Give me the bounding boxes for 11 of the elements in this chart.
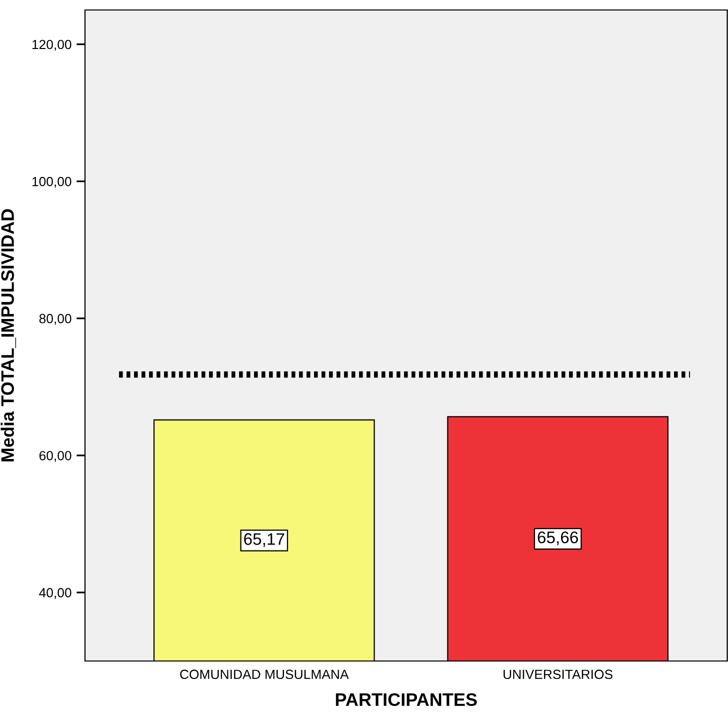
x-axis-title: PARTICIPANTES — [336, 693, 477, 706]
y-tick-label: 60,00 — [39, 450, 72, 462]
x-tick-label: COMUNIDAD MUSULMANA — [180, 670, 349, 680]
x-tick-label: UNIVERSITARIOS — [504, 670, 612, 680]
y-tick-label: 80,00 — [39, 314, 72, 325]
y-tick-label: 100,00 — [32, 176, 72, 188]
y-tick-label: 40,00 — [39, 588, 72, 599]
y-tick-label: 120,00 — [32, 40, 72, 51]
data-label: 65,66 — [538, 531, 578, 546]
y-axis-title: Media TOTAL_IMPULSIVIDAD — [0, 209, 16, 462]
data-label: 65,17 — [244, 533, 284, 547]
